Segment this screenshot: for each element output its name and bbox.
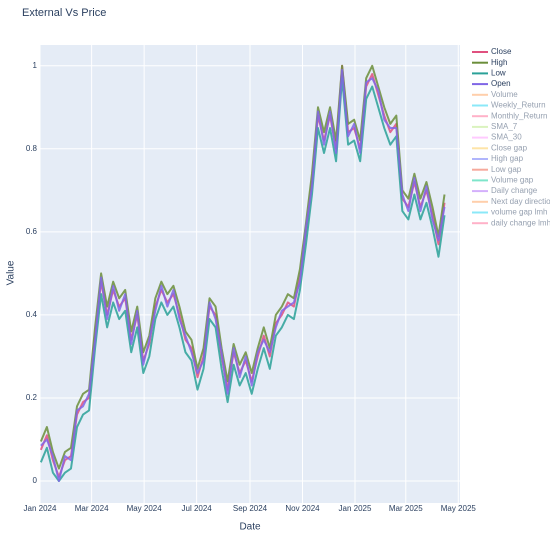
legend-label: Monthly_Return xyxy=(491,111,547,120)
legend-item: Daily change xyxy=(472,186,538,195)
legend-label: Close gap xyxy=(491,143,528,152)
legend-item: High gap xyxy=(472,154,524,163)
legend-label: Volume xyxy=(491,90,518,99)
series-line xyxy=(39,77,446,482)
legend-label: Low xyxy=(491,69,506,78)
legend-item: Low xyxy=(472,69,506,78)
legend-label: Next day direction xyxy=(491,197,550,206)
legend-item: Next day direction xyxy=(472,197,550,206)
x-tick-label: Mar 2024 xyxy=(75,504,109,513)
legend-item: High xyxy=(472,58,507,67)
y-tick-label: 0.4 xyxy=(26,310,38,319)
series-line xyxy=(40,68,446,482)
legend-item: daily change lmh xyxy=(472,218,550,227)
legend-item: Weekly_Return xyxy=(472,101,546,110)
legend-item: SMA_30 xyxy=(472,133,522,142)
legend-label: volume gap lmh xyxy=(491,208,547,217)
x-tick-label: Mar 2025 xyxy=(389,504,423,513)
x-tick-label: May 2025 xyxy=(441,504,477,513)
legend-label: Close xyxy=(491,47,512,56)
legend-label: Volume gap xyxy=(491,176,534,185)
legend-item: Volume gap xyxy=(472,176,534,185)
legend-label: High gap xyxy=(491,154,524,163)
legend-item: Close gap xyxy=(472,143,528,152)
x-tick-label: Jan 2025 xyxy=(339,504,372,513)
legend-label: Open xyxy=(491,79,511,88)
x-tick-label: Nov 2024 xyxy=(285,504,320,513)
chart-title: External Vs Price xyxy=(22,7,106,19)
legend-label: SMA_30 xyxy=(491,133,522,142)
legend-label: daily change lmh xyxy=(491,218,550,227)
series-line xyxy=(39,64,446,470)
x-tick-label: Jan 2024 xyxy=(24,504,57,513)
legend-label: High xyxy=(491,58,507,67)
y-axis-title: Value xyxy=(6,260,17,285)
legend-item: volume gap lmh xyxy=(472,208,547,217)
x-tick-label: Sep 2024 xyxy=(233,504,268,513)
x-axis-title: Date xyxy=(239,522,261,533)
legend-label: Daily change xyxy=(491,186,538,195)
legend-item: Monthly_Return xyxy=(472,111,547,120)
x-tick-label: Jul 2024 xyxy=(182,504,213,513)
legend-label: SMA_7 xyxy=(491,122,518,131)
legend-label: Weekly_Return xyxy=(491,101,546,110)
legend-item: Close xyxy=(472,47,512,56)
legend-item: Volume xyxy=(472,90,518,99)
y-tick-label: 0 xyxy=(33,476,38,485)
y-tick-label: 0.8 xyxy=(26,144,38,153)
legend-item: Open xyxy=(472,79,511,88)
y-tick-label: 0.2 xyxy=(26,393,38,402)
x-tick-label: May 2024 xyxy=(127,504,163,513)
legend-item: SMA_7 xyxy=(472,122,518,131)
y-tick-label: 1 xyxy=(33,61,38,70)
y-tick-label: 0.6 xyxy=(26,227,38,236)
legend-label: Low gap xyxy=(491,165,522,174)
legend-item: Low gap xyxy=(472,165,522,174)
